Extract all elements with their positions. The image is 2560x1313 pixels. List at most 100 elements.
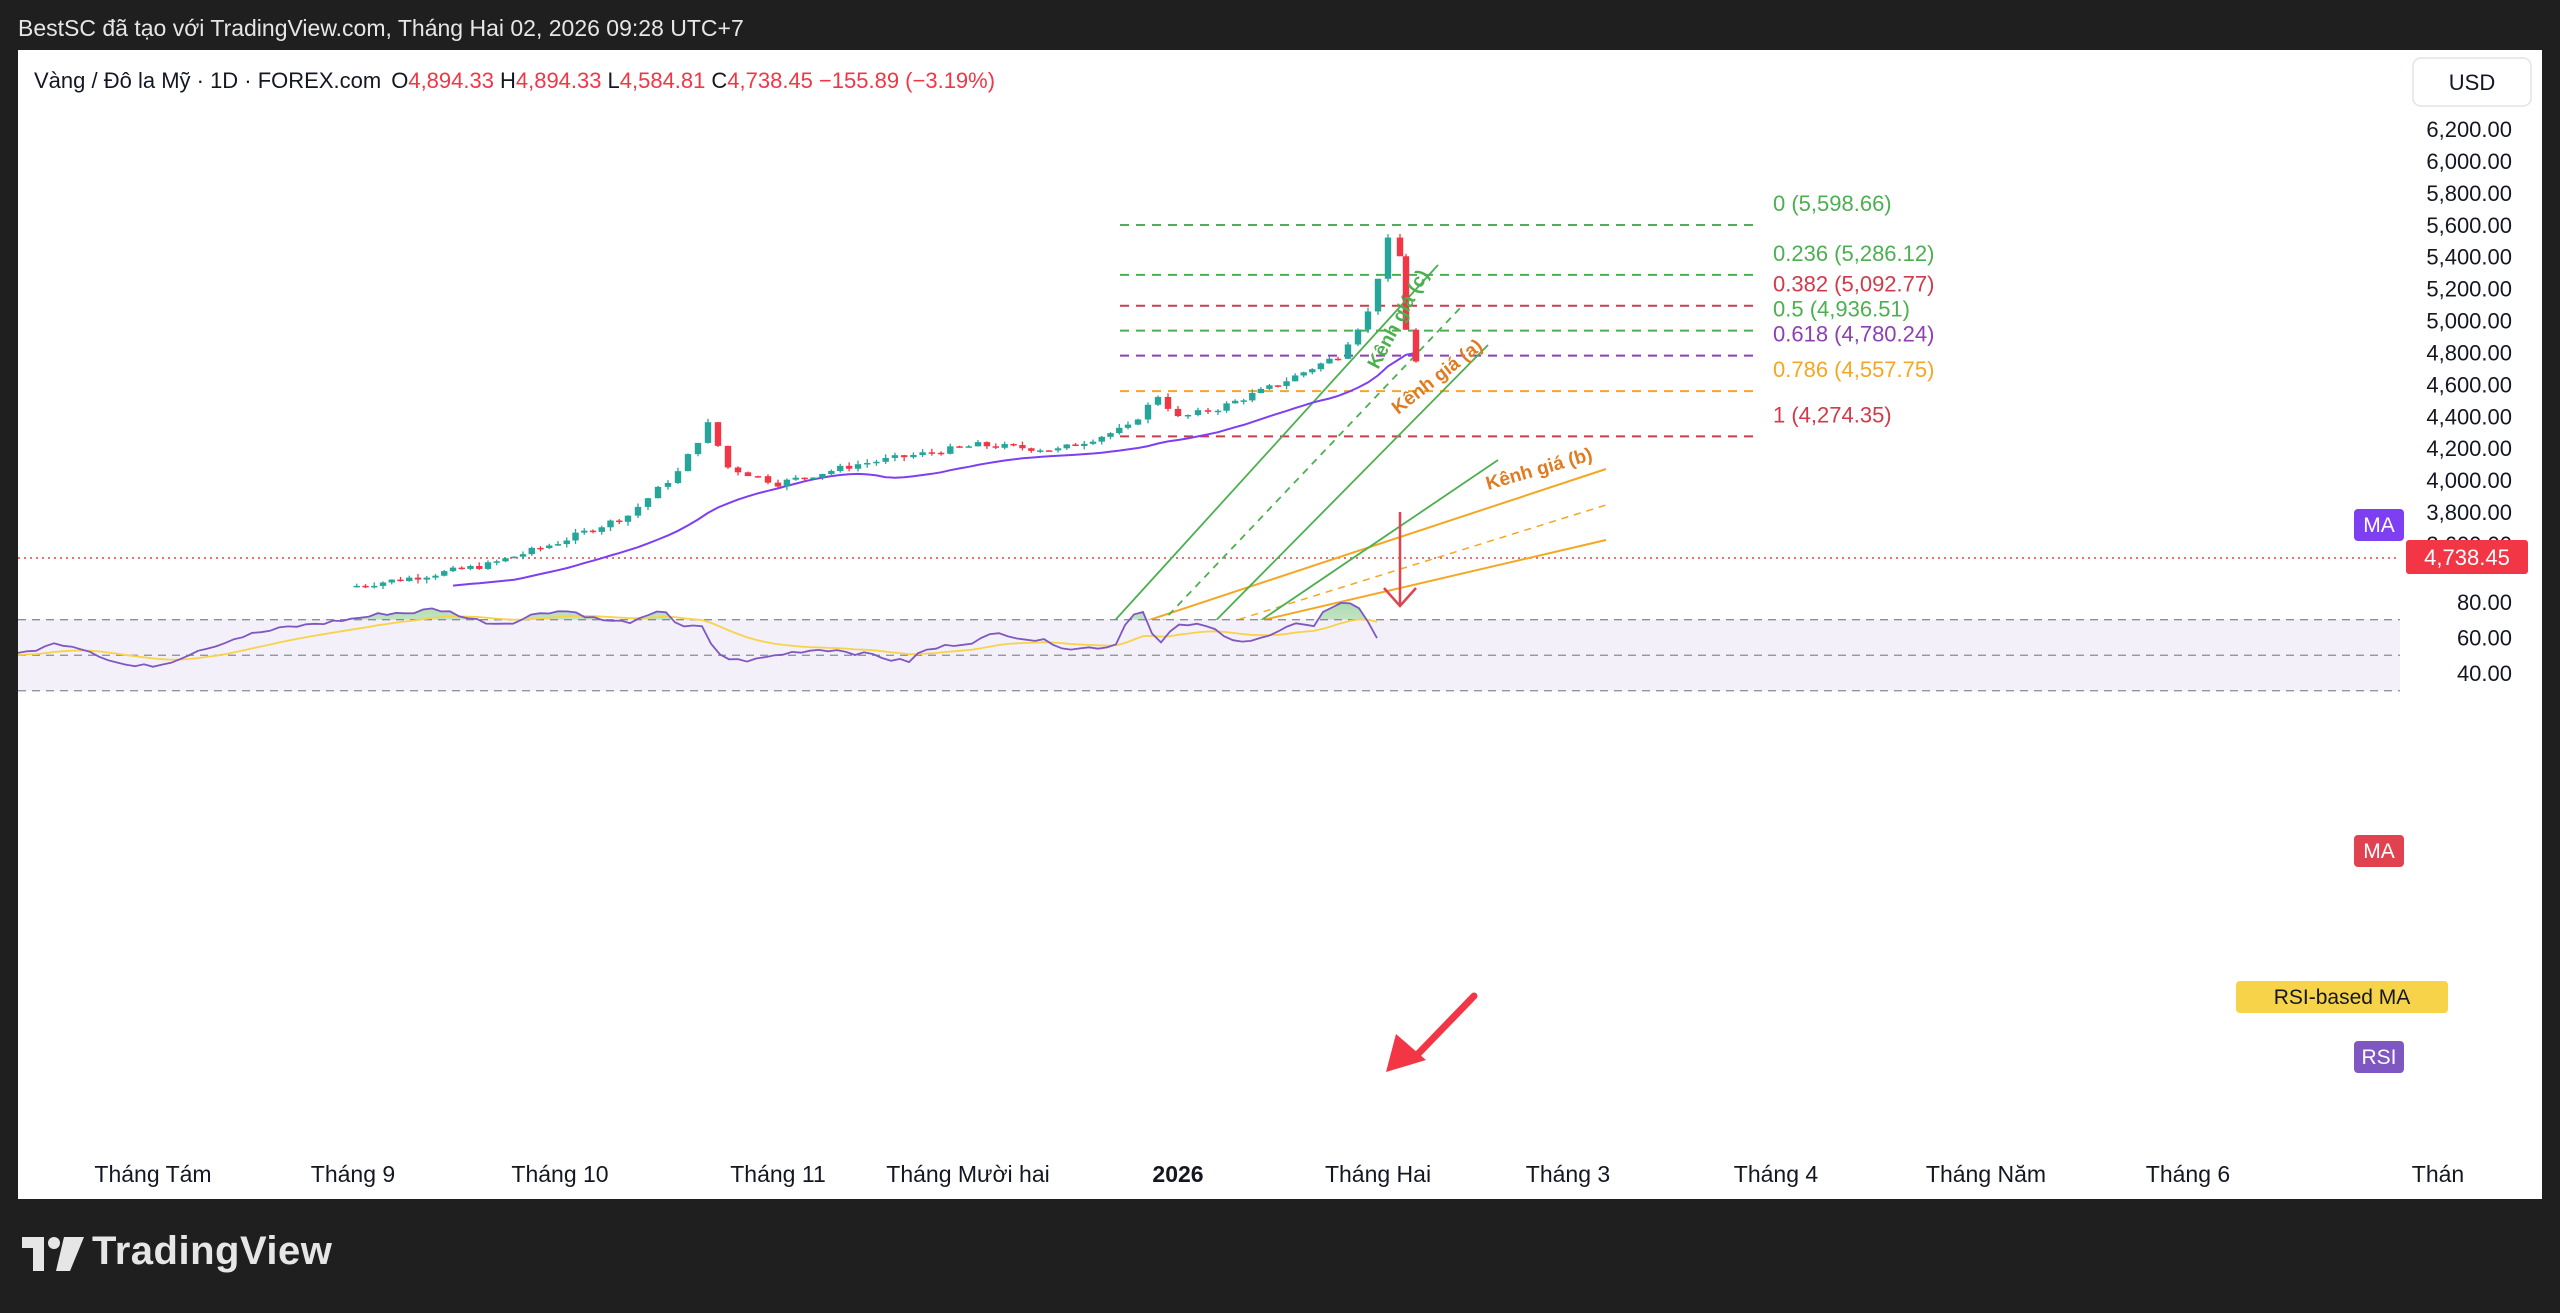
- candle-body: [854, 464, 862, 469]
- ma-badge-purple: [2354, 509, 2404, 541]
- y-tick-label: 4,600.00: [2426, 372, 2512, 397]
- candle-body: [519, 554, 527, 557]
- candle-body: [937, 452, 945, 455]
- candle-body: [1184, 414, 1192, 417]
- candle-body: [819, 473, 826, 478]
- x-tick-label: Tháng 4: [1734, 1161, 1819, 1187]
- candle-body: [1344, 344, 1352, 359]
- candle-body: [928, 452, 936, 454]
- y-tick-label: 4,200.00: [2426, 436, 2512, 461]
- candle-body: [1204, 410, 1212, 412]
- candle-body: [684, 454, 692, 472]
- candle-body: [1326, 358, 1333, 364]
- candle-body: [1037, 450, 1044, 452]
- legend-change: −155.89 (−3.19%): [819, 68, 995, 93]
- candle-body: [581, 530, 588, 533]
- fib-label-6: 1 (4,274.35): [1773, 402, 1892, 427]
- tradingview-logo-icon: [22, 1237, 84, 1271]
- candle-body: [406, 577, 413, 582]
- fib-label-5: 0.786 (4,557.75): [1773, 357, 1934, 382]
- currency-label: USD: [2449, 70, 2495, 95]
- y-tick-label: 5,200.00: [2426, 277, 2512, 302]
- candle-body: [1010, 444, 1017, 446]
- candle-body: [654, 486, 662, 499]
- candle-body: [1154, 396, 1162, 405]
- channel-orange-2: [1142, 468, 1607, 623]
- rsi-overbought-fill: [18, 602, 1380, 667]
- candle-body: [992, 446, 999, 448]
- y-tick-label: 5,000.00: [2426, 309, 2512, 334]
- fib-label-0: 0 (5,598.66): [1773, 191, 1892, 216]
- candle-body: [1231, 400, 1239, 404]
- x-tick-label: Tháng 11: [730, 1161, 825, 1187]
- chart-svg[interactable]: 0 (5,598.66) 0.236 (5,286.12) 0.382 (5,092…: [18, 50, 2542, 1199]
- candle-body: [493, 561, 500, 563]
- x-tick-label: Thán: [2412, 1161, 2464, 1187]
- legend-h: 4,894.33: [516, 68, 602, 93]
- candle-body: [379, 582, 387, 586]
- candle-body: [1354, 329, 1362, 345]
- candle-body: [607, 520, 614, 528]
- candle-body: [467, 566, 474, 569]
- pointer-arrow-head: [1386, 1034, 1426, 1072]
- candle-body: [1124, 424, 1132, 428]
- candle-body: [1249, 393, 1256, 401]
- candle-body: [1412, 329, 1420, 362]
- candle-body: [882, 457, 889, 462]
- pointer-arrow-shaft: [1412, 992, 1478, 1060]
- price-tag: [2406, 540, 2528, 574]
- candle-body: [947, 446, 954, 454]
- x-tick-label: Tháng Tám: [94, 1161, 211, 1187]
- candle-body: [624, 515, 632, 522]
- candle-body: [1072, 444, 1079, 447]
- candle-body: [1309, 369, 1316, 373]
- candle-body: [511, 556, 518, 559]
- y-tick-label: 6,000.00: [2426, 149, 2512, 174]
- candle-body: [1240, 400, 1247, 402]
- candle-body: [432, 575, 439, 578]
- x-tick-label: Tháng 9: [311, 1161, 395, 1187]
- x-tick-label: Tháng 6: [2146, 1161, 2230, 1187]
- legend-o-label: O: [391, 68, 408, 93]
- rsi-tick-label: 40.00: [2457, 661, 2512, 686]
- candle-body: [528, 547, 535, 555]
- candle-body: [828, 470, 835, 474]
- candle-body: [1266, 385, 1273, 389]
- candle-body: [734, 467, 742, 473]
- candle-body: [845, 465, 853, 469]
- y-tick-label: 3,800.00: [2426, 500, 2512, 525]
- price-tag-label: 4,738.45: [2424, 545, 2510, 570]
- x-tick-label: Tháng 3: [1526, 1161, 1610, 1187]
- candle-body: [1019, 445, 1026, 449]
- candle-body: [1107, 433, 1114, 437]
- candle-body: [754, 476, 762, 478]
- currency-button: [2412, 57, 2532, 107]
- rsi-badge: [2354, 1041, 2404, 1073]
- candle-body: [983, 442, 991, 447]
- rsi-tick-label: 60.00: [2457, 626, 2512, 651]
- measure-arrow: [1383, 587, 1417, 608]
- candle-body: [484, 562, 492, 569]
- candle-body: [362, 585, 369, 588]
- candle-body: [704, 422, 712, 443]
- fib-label-4: 0.618 (4,780.24): [1773, 322, 1934, 347]
- legend-c-label: C: [711, 68, 727, 93]
- candle-body: [891, 455, 899, 458]
- candle-body: [634, 506, 642, 516]
- candle-body: [1283, 381, 1290, 387]
- brand-name: TradingView: [92, 1229, 333, 1273]
- candle-body: [1396, 237, 1404, 257]
- candle-body: [1164, 396, 1172, 409]
- x-tick-label: Tháng Hai: [1325, 1161, 1431, 1187]
- y-tick-label: 4,400.00: [2426, 404, 2512, 429]
- publisher-text: BestSC đã tạo với TradingView.com, Tháng…: [18, 15, 744, 41]
- rsi-ma-line: [18, 614, 1378, 661]
- legend-symbol: Vàng / Đô la Mỹ · 1D · FOREX.com: [34, 68, 381, 93]
- candle-body: [1334, 358, 1342, 361]
- chart-panel[interactable]: 0 (5,598.66) 0.236 (5,286.12) 0.382 (5,092…: [18, 50, 2542, 1199]
- candle-body: [1045, 450, 1053, 452]
- annotation-b: Kênh giá (b): [1484, 444, 1595, 494]
- candle-body: [1028, 448, 1035, 451]
- candle-body: [919, 452, 926, 456]
- candle-body: [764, 476, 772, 483]
